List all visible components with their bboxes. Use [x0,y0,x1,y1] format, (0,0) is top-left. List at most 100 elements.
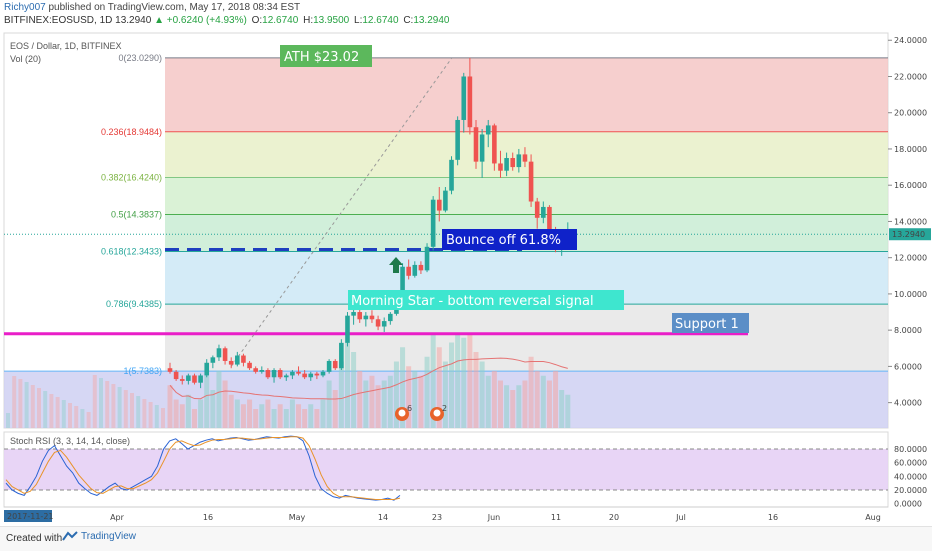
volume-bar [491,371,497,428]
volume-bar [154,405,159,428]
volume-bar [516,385,522,428]
candle-body [485,125,491,135]
volume-bar [326,380,332,428]
volume-bar [559,390,565,428]
volume-bar [80,409,85,428]
candle-body [167,368,173,372]
volume-bar [55,397,60,428]
earnings-badge-count: 6 [407,404,412,413]
candle-body [235,355,240,365]
volume-bar [455,333,461,428]
x-tick-label: Aug [865,513,881,522]
candle-body [186,375,191,381]
rsi-y-tick-label: 80.0000 [894,445,927,454]
y-tick-label: 12.0000 [894,254,927,263]
candle-body [388,313,393,322]
earnings-badge-inner [398,409,406,417]
y-tick-label: 6.0000 [894,362,922,371]
volume-bar [167,385,173,428]
fib-zone [165,57,888,132]
volume-bar [12,376,17,428]
series-legend: EOS / Dollar, 1D, BITFINEX [10,41,122,51]
candle-body [363,315,369,320]
volume-bar [24,382,29,428]
volume-bar [412,371,418,428]
volume-bar [30,385,35,428]
volume-bar [185,394,191,428]
candle-body [436,199,442,211]
earnings-badge-count: 2 [442,404,447,413]
volume-bar [37,388,41,428]
candle-body [516,154,522,168]
volume-bar [289,399,295,428]
volume-bar [61,400,66,428]
chart-canvas[interactable]: 0(23.0290) 0.236(18.9484) 0.382(16.4240) 0.… [0,0,932,526]
candle-body [541,206,546,218]
candle-body [424,246,430,271]
y-tick-label: 18.0000 [894,145,927,154]
tradingview-brand: TradingView [81,530,137,542]
volume-bar [86,412,91,428]
open-value: 12.6740 [262,15,299,26]
x-tick-label: Apr [110,513,125,522]
volume-bar [49,394,54,428]
volume-bar [320,399,326,428]
x-tick-label: 23 [432,513,442,522]
rsi-y-tick-label: 20.0000 [894,486,927,495]
last-price: 13.2940 [115,15,152,26]
y-tick-label: 14.0000 [894,217,927,226]
author-link[interactable]: Richy007 [4,2,46,13]
volume-bar [92,375,97,428]
y-tick-label: 22.0000 [894,72,927,81]
volume-bar [228,394,234,428]
candle-body [534,201,540,218]
volume-bar [479,361,485,428]
candle-body [498,163,503,171]
last-price-tag [889,228,931,241]
footer-bar: Created with TradingView [0,526,932,551]
volume-bar [99,378,103,428]
candle-body [510,158,516,168]
x-tick-label: 2017-11-21 [7,512,54,521]
fib-zone [165,177,888,215]
volume-bar [418,375,424,428]
candle-body [400,266,405,294]
rsi-line-k [5,435,401,501]
x-start-date-box [4,510,52,522]
low-value: 12.6740 [362,15,399,26]
candle-body [247,362,252,369]
volume-bar [259,404,265,428]
volume-bar [179,404,185,428]
tradingview-link[interactable]: TradingView [62,530,136,542]
x-tick-label: Jul [675,513,686,522]
volume-bar [148,402,153,428]
volume-bar [400,347,406,428]
x-tick-label: 20 [609,513,619,522]
candle-body [277,370,283,378]
candle-body [418,264,424,271]
fib-label: 0.5(14.3837) [111,209,162,219]
volume-bar [351,352,357,428]
volume-bar [381,380,387,428]
candle-body [547,206,552,231]
tradingview-logo-icon [62,531,78,541]
candle-body [504,158,509,171]
volume-bar [222,380,228,428]
y-tick-label: 16.0000 [894,181,927,190]
volume-bar [504,385,510,428]
volume-bar [18,379,23,428]
fib-label: 0.786(9.4385) [106,299,162,309]
candle-body [473,127,479,162]
candle-body [222,348,228,361]
candle-body [430,199,436,247]
candle-body [369,315,375,320]
volume-bar [191,409,197,428]
rsi-y-tick-label: 0.0000 [894,500,922,509]
candle-body [241,355,246,363]
candle-body [253,368,258,372]
volume-bar [130,393,134,428]
volume-bar [142,399,147,428]
candle-body [204,362,210,376]
volume-bar [210,390,216,428]
morning-star-label-box [348,290,624,310]
